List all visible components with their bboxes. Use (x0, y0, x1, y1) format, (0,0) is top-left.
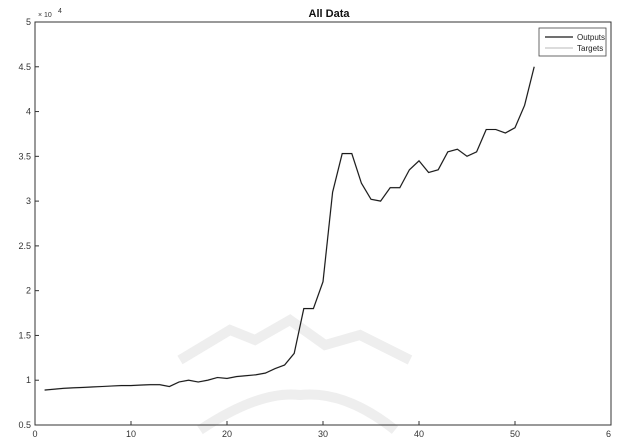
x-tick-label: 0 (32, 429, 37, 439)
x-tick-label: 6 (606, 429, 611, 439)
y-tick-label: 4.5 (18, 62, 31, 72)
series-line-targets (44, 66, 535, 391)
legend-label-outputs: Outputs (577, 33, 605, 42)
y-axis: 0.5 1 1.5 2 2.5 3 3.5 4 4.5 5 (18, 17, 39, 430)
x-tick-label: 10 (126, 429, 136, 439)
x-tick-label: 30 (318, 429, 328, 439)
y-tick-label: 3 (26, 196, 31, 206)
y-tick-label: 2.5 (18, 241, 31, 251)
y-tick-label: 0.5 (18, 420, 31, 430)
y-tick-label: 1 (26, 375, 31, 385)
watermark-emblem (177, 314, 413, 435)
x-axis: 0 10 20 30 40 50 6 (32, 421, 612, 439)
legend: Outputs Targets (538, 27, 607, 57)
y-exponent-label: × 10 4 (38, 8, 62, 19)
series-line-outputs (44, 66, 535, 391)
y-tick-label: 5 (26, 17, 31, 27)
x-tick-label: 50 (510, 429, 520, 439)
legend-box (538, 27, 607, 57)
y-exponent-power: 4 (58, 8, 62, 15)
y-tick-label: 1.5 (18, 330, 31, 340)
y-tick-label: 4 (26, 107, 31, 117)
legend-label-targets: Targets (577, 44, 603, 53)
chart-title: All Data (309, 8, 351, 20)
x-tick-label: 40 (414, 429, 424, 439)
series-layer (44, 66, 535, 391)
y-tick-label: 2 (26, 286, 31, 296)
y-exponent-base: × 10 (38, 12, 52, 19)
x-tick-label: 20 (222, 429, 232, 439)
plot-area (34, 21, 612, 426)
y-tick-label: 3.5 (18, 151, 31, 161)
